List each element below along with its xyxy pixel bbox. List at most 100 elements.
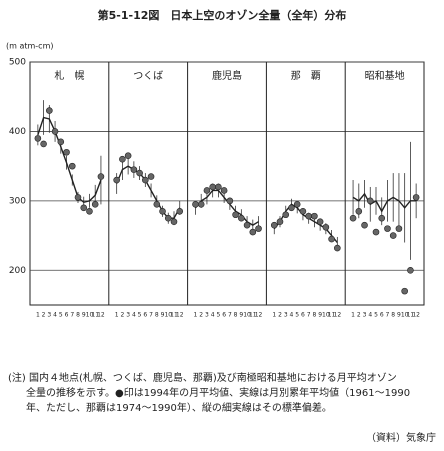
- mean-line: [194, 189, 259, 226]
- x-tick-label: 10: [322, 312, 330, 319]
- source: （資料）気象庁: [366, 431, 436, 444]
- monthly-point: [395, 225, 403, 232]
- x-tick-label: 1: [36, 312, 40, 319]
- chart-title: 第5-1-12図 日本上空のオゾン全量（全年）分布: [98, 8, 347, 22]
- monthly-point: [34, 135, 42, 142]
- monthly-point: [74, 194, 82, 201]
- monthly-point: [372, 228, 380, 236]
- x-tick-label: 8: [234, 312, 238, 319]
- note-line: 全量の推移を示す。●印は1994年の月平均値、実線は月別累年平均値（1961～1…: [26, 386, 410, 399]
- x-tick-label: 6: [143, 312, 147, 319]
- monthly-point: [334, 244, 341, 252]
- monthly-point: [142, 176, 149, 184]
- monthly-point: [147, 173, 155, 180]
- monthly-point: [57, 138, 65, 146]
- mean-line: [37, 116, 102, 204]
- y-tick-label: 200: [9, 266, 26, 276]
- monthly-point: [322, 223, 330, 231]
- x-tick-label: 11: [91, 312, 99, 319]
- mean-line: [352, 192, 417, 213]
- panel-label: 昭和基地: [365, 69, 405, 82]
- x-tick-label: 2: [278, 312, 282, 319]
- monthly-point: [51, 128, 59, 135]
- monthly-point: [220, 187, 228, 194]
- x-tick-label: 5: [59, 312, 63, 319]
- monthly-point: [226, 197, 234, 205]
- panel-label: 鹿児島: [212, 69, 242, 82]
- monthly-point: [282, 211, 290, 219]
- x-tick-label: 5: [216, 312, 220, 319]
- monthly-point: [384, 225, 391, 232]
- monthly-point: [328, 235, 335, 243]
- x-tick-label: 12: [412, 312, 420, 319]
- monthly-point: [288, 204, 295, 212]
- monthly-point: [113, 176, 120, 184]
- x-tick-label: 11: [328, 312, 336, 319]
- monthly-point: [80, 204, 88, 212]
- monthly-point: [215, 183, 222, 191]
- x-tick-label: 2: [120, 312, 124, 319]
- x-tick-label: 6: [380, 312, 384, 319]
- monthly-point: [361, 221, 368, 229]
- x-tick-label: 4: [290, 312, 294, 319]
- y-tick-label: 400: [9, 127, 26, 137]
- x-tick-label: 10: [401, 312, 409, 319]
- x-tick-label: 10: [243, 312, 251, 319]
- x-tick-label: 3: [284, 312, 288, 319]
- monthly-point: [401, 287, 408, 295]
- x-tick-label: 8: [76, 312, 80, 319]
- x-tick-label: 7: [70, 312, 74, 319]
- note-line: (注) 国内４地点(札幌、つくば、鹿児島、那覇)及び南極昭和基地における月平均オ…: [8, 371, 397, 384]
- monthly-point: [192, 201, 199, 208]
- y-tick-label: 300: [9, 196, 26, 206]
- note-line: 年、ただし、那覇は1974～1990年）、縦の細実線はその標準偏差。: [26, 401, 332, 414]
- monthly-point: [255, 225, 262, 232]
- monthly-point: [311, 212, 318, 220]
- panel-label: つくば: [133, 70, 163, 82]
- x-tick-label: 4: [368, 312, 372, 319]
- x-tick-label: 4: [53, 312, 57, 319]
- monthly-point: [153, 201, 161, 208]
- x-tick-label: 10: [86, 312, 94, 319]
- monthly-point: [97, 173, 105, 180]
- x-tick-label: 3: [205, 312, 209, 319]
- monthly-point: [136, 169, 143, 177]
- monthly-point: [305, 212, 312, 220]
- monthly-point: [243, 221, 251, 229]
- monthly-point: [299, 207, 307, 215]
- x-tick-label: 3: [126, 312, 130, 319]
- x-tick-label: 1: [272, 312, 276, 319]
- x-tick-label: 5: [295, 312, 299, 319]
- monthly-point: [91, 201, 99, 208]
- x-tick-label: 9: [82, 312, 86, 319]
- monthly-point: [124, 152, 132, 160]
- x-tick-label: 4: [132, 312, 136, 319]
- x-tick-label: 11: [407, 312, 415, 319]
- x-tick-label: 3: [363, 312, 367, 319]
- x-tick-label: 8: [155, 312, 159, 319]
- x-tick-label: 2: [199, 312, 203, 319]
- monthly-point: [316, 218, 324, 225]
- monthly-point: [366, 197, 374, 205]
- monthly-point: [355, 207, 363, 215]
- monthly-point: [176, 207, 184, 215]
- monthly-point: [203, 187, 211, 194]
- x-tick-label: 6: [301, 312, 305, 319]
- monthly-point: [389, 232, 397, 239]
- x-tick-label: 9: [161, 312, 165, 319]
- monthly-point: [63, 148, 70, 156]
- monthly-point: [378, 214, 386, 222]
- monthly-point: [238, 214, 245, 222]
- monthly-point: [276, 218, 284, 225]
- monthly-point: [407, 266, 414, 274]
- monthly-point: [130, 166, 138, 173]
- x-tick-label: 9: [239, 312, 243, 319]
- x-tick-label: 3: [47, 312, 51, 319]
- monthly-point: [46, 107, 53, 114]
- x-tick-label: 1: [115, 312, 119, 319]
- panel-label: 那 覇: [291, 70, 321, 82]
- y-axis-label: (m atm-cm): [6, 42, 54, 51]
- x-tick-label: 1: [351, 312, 355, 319]
- x-tick-label: 7: [307, 312, 311, 319]
